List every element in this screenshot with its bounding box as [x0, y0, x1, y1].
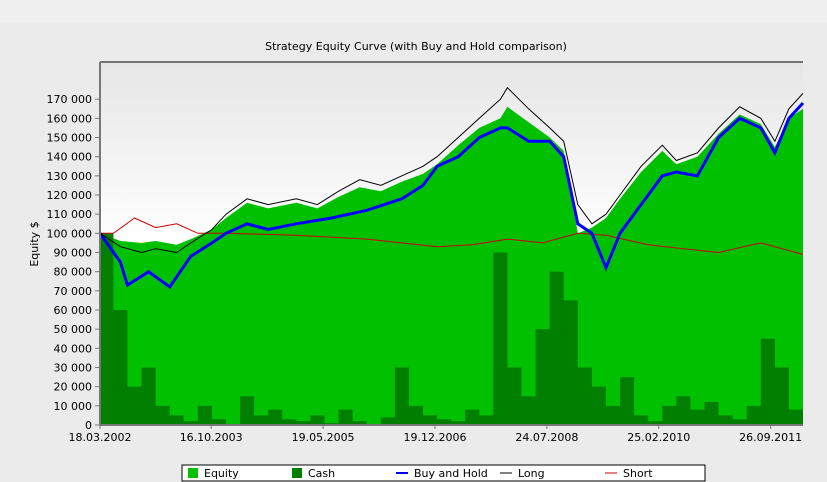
y-tick-label: 10 000: [54, 400, 93, 413]
chart-panel: Strategy Equity Curve (with Buy and Hold…: [0, 22, 827, 482]
x-tick-label: 25.02.2010: [627, 431, 690, 444]
y-tick-label: 170 000: [47, 93, 93, 106]
y-tick-label: 100 000: [47, 227, 93, 240]
y-tick-label: 30 000: [54, 362, 93, 375]
series-equity-area: [100, 106, 803, 426]
y-tick-label: 110 000: [47, 208, 93, 221]
legend-box: [181, 464, 706, 482]
series-long-line: [99, 86, 804, 254]
legend-label: Cash: [308, 467, 335, 480]
y-tick-label: 40 000: [54, 342, 93, 355]
x-tick-label: 19.12.2006: [403, 431, 466, 444]
y-tick-label: 90 000: [54, 247, 93, 260]
y-tick-label: 20 000: [54, 381, 93, 394]
y-tick-label: 70 000: [54, 285, 93, 298]
y-tick-label: 160 000: [47, 112, 93, 125]
series-buy-and-hold-line: [98, 101, 805, 290]
x-tick-label: 16.10.2003: [180, 431, 243, 444]
x-tick-label: 26.09.2011: [739, 431, 802, 444]
y-tick-label: 0: [85, 419, 92, 432]
legend-label: Equity: [204, 467, 239, 480]
y-tick-label: 120 000: [47, 189, 93, 202]
y-tick-label: 80 000: [54, 266, 93, 279]
chart-title: Strategy Equity Curve (with Buy and Hold…: [265, 40, 567, 53]
y-tick-label: 60 000: [54, 304, 93, 317]
y-tick-label: 150 000: [47, 132, 93, 145]
legend-label: Short: [623, 467, 653, 480]
y-tick-label: 140 000: [47, 151, 93, 164]
series-short-line: [100, 217, 804, 255]
y-tick-label: 130 000: [47, 170, 93, 183]
x-tick-label: 18.03.2002: [69, 431, 132, 444]
series-cash-area: [100, 233, 803, 425]
x-tick-label: 24.07.2008: [515, 431, 578, 444]
y-axis-label: Equity $: [28, 221, 41, 266]
equity-chart: Strategy Equity Curve (with Buy and Hold…: [28, 40, 805, 482]
legend-swatch-cash: [292, 468, 302, 478]
legend-label: Long: [518, 467, 545, 480]
legend: Equity Cash Buy and Hold Long Short: [181, 464, 706, 482]
y-tick-label: 50 000: [54, 323, 93, 336]
legend-swatch-equity: [188, 468, 198, 478]
x-tick-label: 19.05.2005: [292, 431, 355, 444]
legend-label: Buy and Hold: [414, 467, 488, 480]
